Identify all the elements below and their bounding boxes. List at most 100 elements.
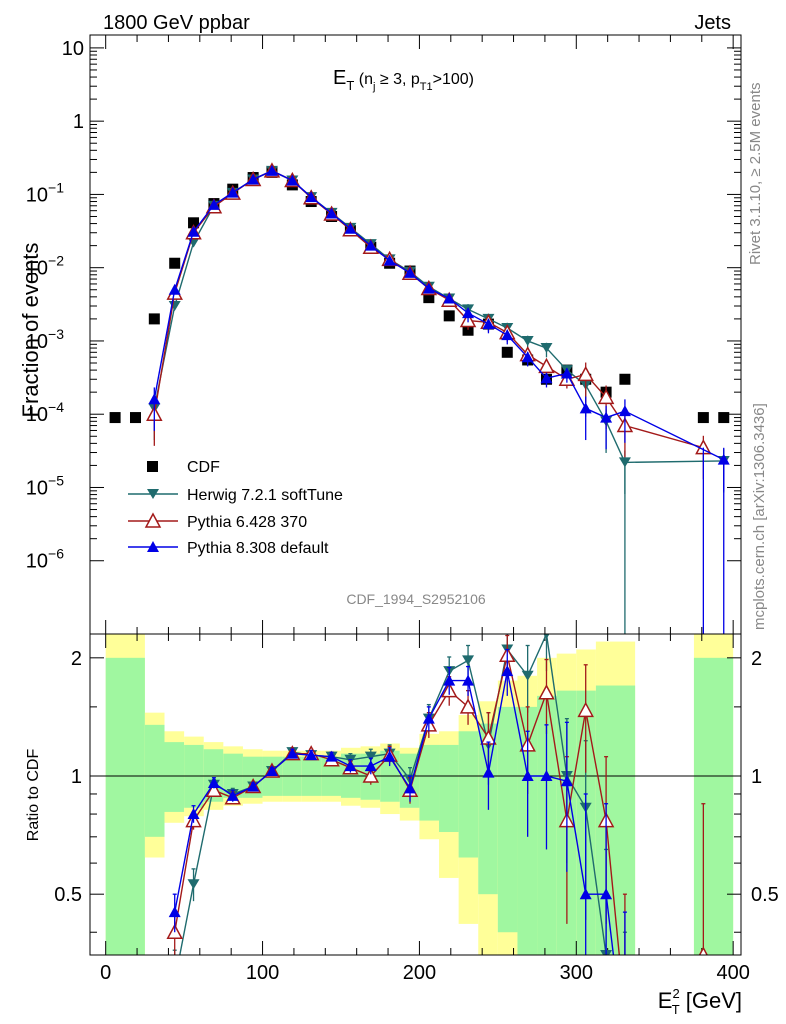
ratio-band-inner: [439, 744, 459, 833]
legend-label-pythia6: Pythia 6.428 370: [187, 514, 307, 531]
rivet-label: Rivet 3.1.10, ≥ 2.5M events: [747, 83, 764, 266]
main-point-pythia8: [462, 307, 475, 319]
ratio-point-pythia8: [286, 747, 299, 759]
main-point-pythia8: [226, 186, 239, 198]
legend-item-pythia6: Pythia 6.428 370: [128, 512, 307, 531]
ratio-point-pythia8: [364, 760, 377, 772]
ratio-band-inner: [144, 724, 165, 837]
ratio-point-pythia6: [538, 684, 555, 700]
main-point-pythia8: [168, 283, 181, 295]
legend: CDF Herwig 7.2.1 softTune Pythia 6.428 3…: [128, 459, 343, 557]
main-point-pythia8: [618, 405, 631, 417]
main-point-pythia8: [482, 318, 495, 330]
main-line-pythia6: [153, 170, 704, 449]
ratio-ytick-label: 0.5: [54, 884, 82, 906]
ratio-point-pythia6: [577, 701, 594, 718]
ratio-panel: 0.5 0.5 1 1 2 2 0 100 200 300 400 Ratio to CDF E2 T…: [25, 633, 779, 1018]
main-ylabel: Fraction of events: [18, 243, 43, 418]
ratio-ylabel: Ratio to CDF: [25, 749, 42, 842]
ratio-ytick-label: 2: [71, 648, 82, 670]
ratio-point-pythia8: [344, 760, 357, 772]
ratio-xtick-label: 400: [716, 962, 749, 984]
main-point-pythia6: [538, 357, 555, 374]
main-point-pythia8: [600, 411, 613, 423]
main-point-cdf: [423, 292, 435, 304]
main-point-pythia8: [247, 173, 260, 185]
ratio-point-pythia8: [501, 665, 514, 677]
watermark: CDF_1994_S2952106: [346, 591, 486, 607]
ratio-point-herwig: [543, 634, 550, 639]
main-point-pythia8: [344, 222, 357, 234]
main-ytick-label: 10−6: [26, 546, 64, 573]
ratio-point-pythia8: [207, 776, 220, 788]
legend-item-cdf: CDF: [147, 459, 220, 476]
main-point-pythia6: [597, 388, 615, 405]
main-point-pythia8: [717, 453, 730, 465]
legend-marker-pythia6: [144, 512, 162, 528]
ratio-bands: [105, 634, 734, 955]
ratio-band-inner: [615, 685, 636, 955]
legend-label-cdf: CDF: [187, 459, 220, 476]
main-point-pythia8: [383, 254, 396, 266]
ratio-band-inner: [105, 657, 145, 955]
main-point-pythia8: [305, 191, 318, 203]
legend-label-pythia8: Pythia 8.308 default: [187, 540, 329, 557]
legend-marker-cdf: [147, 461, 158, 472]
ratio-band-inner: [419, 744, 440, 821]
main-point-pythia8: [540, 372, 553, 384]
ratio-xtick-label: 300: [560, 962, 593, 984]
legend-marker-herwig: [147, 489, 159, 499]
main-series-pythia6: [146, 162, 712, 480]
main-ytick-label: 10−5: [26, 472, 64, 499]
main-point-pythia8: [148, 393, 161, 405]
main-point-pythia8: [286, 174, 299, 186]
main-point-pythia8: [521, 351, 534, 363]
ratio-point-pythia8: [540, 770, 553, 782]
main-point-cdf: [619, 373, 631, 385]
main-point-pythia8: [501, 329, 514, 341]
main-data-marks: [109, 162, 730, 634]
main-point-herwig: [540, 343, 553, 354]
header-left: 1800 GeV ppbar: [103, 12, 250, 34]
main-point-cdf: [148, 313, 160, 325]
ratio-axes: 0.5 0.5 1 1 2 2 0 100 200 300 400: [54, 634, 779, 984]
ratio-point-pythia6: [205, 781, 223, 797]
mcplots-label: mcplots.cern.ch [arXiv:1306.3436]: [751, 403, 768, 630]
ratio-band-inner: [497, 706, 518, 933]
header-right: Jets: [694, 12, 731, 34]
ratio-point-herwig: [521, 670, 534, 681]
main-ytick-label: 10: [62, 38, 84, 60]
ratio-point-pythia8: [404, 782, 417, 794]
main-point-cdf: [501, 346, 513, 358]
ratio-point-herwig: [169, 976, 181, 986]
main-ytick-label: 10−4: [26, 399, 64, 426]
ratio-point-pythia8: [443, 674, 456, 686]
ratio-series-pythia8: [168, 648, 627, 955]
ratio-band-inner: [458, 731, 479, 858]
main-point-pythia8: [560, 367, 573, 379]
ratio-point-herwig: [364, 751, 377, 762]
main-series-cdf: [109, 166, 730, 424]
ratio-point-pythia8: [325, 750, 338, 762]
main-point-cdf: [188, 217, 200, 229]
ratio-point-pythia8: [462, 674, 475, 686]
ratio-xlabel: E2 T [GeV]: [658, 986, 742, 1017]
legend-marker-pythia8: [147, 541, 159, 552]
legend-item-herwig: Herwig 7.2.1 softTune: [128, 487, 343, 504]
legend-label-herwig: Herwig 7.2.1 softTune: [187, 487, 343, 504]
ratio-frame: [89, 633, 742, 956]
ratio-point-pythia8: [383, 750, 396, 762]
ratio-ytick-label-right: 2: [751, 648, 762, 670]
ratio-xtick-label: 100: [246, 962, 279, 984]
ratio-point-pythia8: [226, 789, 239, 801]
main-point-herwig: [521, 335, 534, 346]
ratio-xtick-label: 0: [100, 962, 111, 984]
ratio-point-pythia6: [618, 1005, 632, 1018]
main-point-cdf: [697, 412, 709, 424]
main-point-cdf: [462, 324, 474, 336]
ratio-point-pythia8: [247, 780, 260, 792]
main-point-pythia8: [443, 292, 456, 304]
main-series-herwig: [148, 165, 730, 495]
ratio-point-pythia8: [521, 770, 534, 782]
ratio-point-pythia8: [168, 906, 181, 918]
